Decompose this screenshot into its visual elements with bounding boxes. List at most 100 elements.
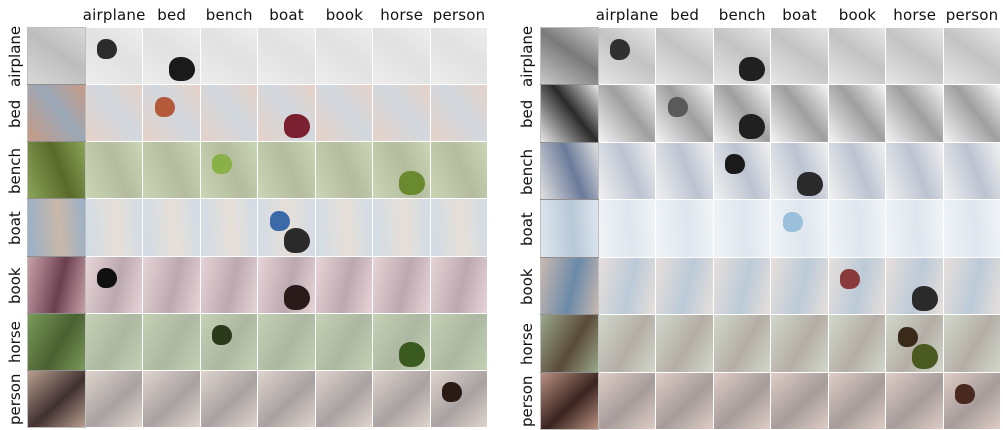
- left-attention-map-bed-person: [430, 85, 487, 142]
- right-source-image-book: [540, 256, 599, 316]
- right-attention-map-person-bench: [713, 372, 770, 429]
- right-attention-map-boat-airplane: [598, 200, 655, 257]
- fade-overlay: [258, 313, 315, 370]
- fade-overlay: [315, 370, 372, 427]
- highlight-region: [725, 154, 746, 175]
- right-column-header-bench: bench: [718, 6, 766, 24]
- right-attention-map-book-bed: [656, 257, 713, 315]
- left-attention-map-boat-person: [430, 199, 487, 256]
- right-attention-map-horse-horse: [886, 315, 943, 372]
- fade-overlay: [315, 85, 372, 142]
- fade-overlay: [315, 313, 372, 370]
- right-attention-map-bench-book: [828, 142, 885, 200]
- left-attention-map-boat-airplane: [85, 199, 142, 256]
- right-attention-map-person-book: [828, 372, 885, 429]
- left-attention-map-book-book: [315, 256, 372, 313]
- fade-overlay: [85, 199, 142, 256]
- right-attention-map-bench-airplane: [598, 142, 655, 200]
- left-attention-map-bench-book: [315, 142, 372, 199]
- right-attention-map-bench-horse: [886, 142, 943, 200]
- right-attention-map-airplane-boat: [771, 28, 828, 85]
- fade-overlay: [598, 142, 655, 200]
- image-thumbnail: [28, 28, 85, 85]
- right-attention-map-person-horse: [886, 372, 943, 429]
- fade-overlay: [713, 372, 770, 429]
- fade-overlay: [943, 85, 1000, 142]
- right-attention-map-bed-bench: [713, 85, 770, 142]
- left-column-header-bench: bench: [205, 6, 253, 24]
- fade-overlay: [258, 370, 315, 427]
- left-row-label-bench: bench: [6, 147, 24, 194]
- right-attention-map-horse-airplane: [598, 315, 655, 372]
- right-source-image-airplane: [540, 26, 599, 86]
- left-attention-map-bench-horse: [373, 142, 430, 199]
- highlight-region: [283, 285, 310, 310]
- right-attention-map-horse-person: [943, 315, 1000, 372]
- fade-overlay: [200, 28, 257, 85]
- highlight-region: [840, 269, 861, 290]
- left-attention-map-boat-bench: [200, 199, 257, 256]
- right-attention-map-boat-bed: [656, 200, 713, 257]
- left-attention-map-airplane-book: [315, 28, 372, 85]
- left-column-header-horse: horse: [380, 6, 424, 24]
- fade-overlay: [430, 313, 487, 370]
- right-attention-map-boat-person: [943, 200, 1000, 257]
- left-source-image-book: [27, 255, 86, 314]
- fade-overlay: [85, 370, 142, 427]
- left-column-header-book: book: [325, 6, 364, 24]
- left-attention-map-airplane-bed: [143, 28, 200, 85]
- fade-overlay: [200, 370, 257, 427]
- image-thumbnail: [541, 200, 598, 257]
- right-attention-map-boat-horse: [886, 200, 943, 257]
- right-attention-map-bench-bed: [656, 142, 713, 200]
- left-attention-map-bench-airplane: [85, 142, 142, 199]
- image-thumbnail: [28, 313, 85, 370]
- fade-overlay: [656, 315, 713, 372]
- left-attention-map-book-airplane: [85, 256, 142, 313]
- right-attention-map-bench-bench: [713, 142, 770, 200]
- left-attention-map-person-bench: [200, 370, 257, 427]
- left-attention-map-horse-book: [315, 313, 372, 370]
- right-attention-map-boat-book: [828, 200, 885, 257]
- fade-overlay: [143, 142, 200, 199]
- highlight-region: [739, 56, 766, 82]
- highlight-region: [442, 382, 463, 403]
- fade-overlay: [943, 200, 1000, 257]
- left-attention-map-book-horse: [373, 256, 430, 313]
- right-attention-map-person-airplane: [598, 372, 655, 429]
- fade-overlay: [656, 372, 713, 429]
- fade-overlay: [656, 28, 713, 85]
- right-row-label-airplane: airplane: [518, 26, 536, 88]
- fade-overlay: [828, 142, 885, 200]
- left-attention-map-horse-horse: [373, 313, 430, 370]
- right-attention-map-airplane-airplane: [598, 28, 655, 85]
- left-attention-map-bed-book: [315, 85, 372, 142]
- right-column-headers: airplane bed bench boat book horse person: [512, 6, 1003, 30]
- left-attention-map-person-airplane: [85, 370, 142, 427]
- highlight-region: [398, 342, 425, 367]
- fade-overlay: [315, 256, 372, 313]
- fade-overlay: [828, 28, 885, 85]
- left-attention-map-horse-bench: [200, 313, 257, 370]
- left-attention-map-airplane-horse: [373, 28, 430, 85]
- right-row-label-bed: bed: [518, 99, 536, 129]
- fade-overlay: [200, 256, 257, 313]
- right-attention-map-horse-book: [828, 315, 885, 372]
- image-thumbnail: [28, 85, 85, 142]
- fade-overlay: [430, 142, 487, 199]
- fade-overlay: [315, 142, 372, 199]
- left-attention-map-person-person: [430, 370, 487, 427]
- right-attention-map-airplane-person: [943, 28, 1000, 85]
- left-attention-map-person-horse: [373, 370, 430, 427]
- left-attention-map-bench-bed: [143, 142, 200, 199]
- left-source-image-bed: [27, 84, 86, 143]
- image-thumbnail: [541, 85, 598, 142]
- image-thumbnail: [541, 372, 598, 429]
- fade-overlay: [315, 28, 372, 85]
- image-thumbnail: [541, 257, 598, 315]
- right-source-image-person: [540, 371, 599, 430]
- left-row-label-bed: bed: [6, 99, 24, 128]
- highlight-region: [739, 114, 766, 139]
- left-attention-map-boat-bed: [143, 199, 200, 256]
- left-attention-map-boat-boat: [258, 199, 315, 256]
